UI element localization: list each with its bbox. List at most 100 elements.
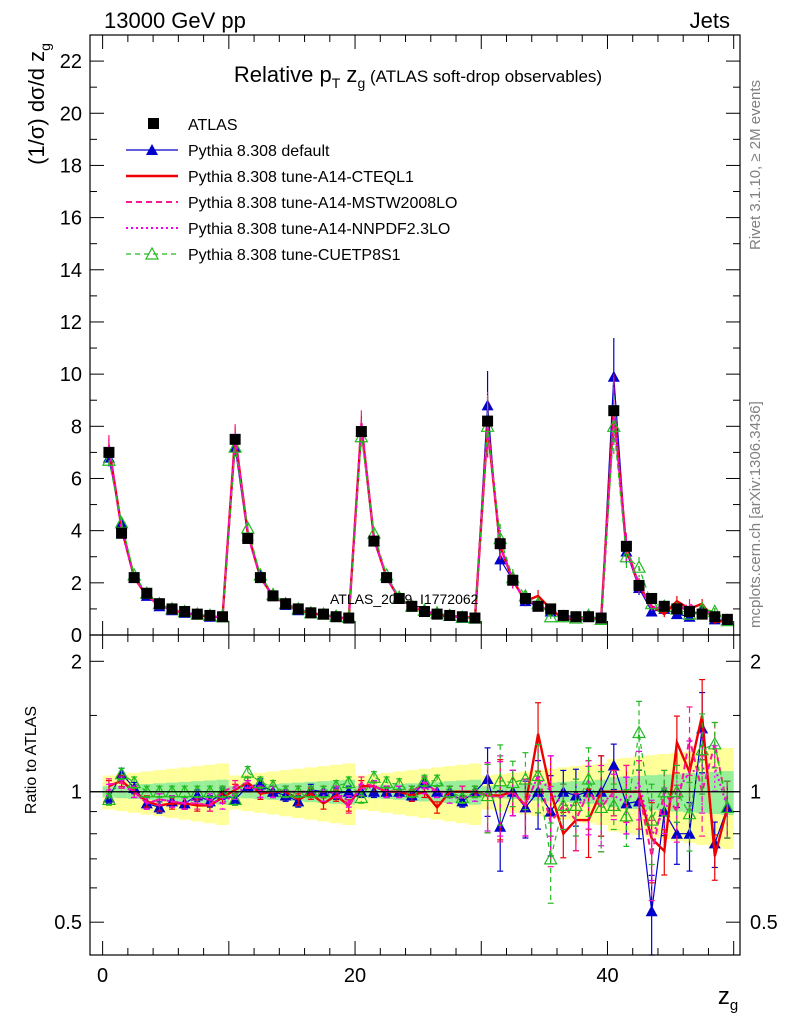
atlas-data-point xyxy=(204,609,216,621)
series-marker xyxy=(144,246,160,260)
series-marker xyxy=(645,605,658,617)
atlas-data-point xyxy=(570,611,582,623)
main-series-atlas xyxy=(103,405,733,625)
atlas-data-point xyxy=(696,608,708,620)
ratio-y-tick-label-right: 0.5 xyxy=(750,912,778,934)
main-panel-series xyxy=(101,338,735,627)
atlas-data-point xyxy=(633,579,645,591)
series-marker xyxy=(228,439,243,453)
series-marker xyxy=(341,775,356,789)
chart-title: Relative pT zg (ATLAS soft-drop observab… xyxy=(234,62,602,91)
ratio-series-CUETP8S1 xyxy=(101,700,735,904)
ratio-y-tick-label: 0.5 xyxy=(54,912,82,934)
atlas-data-point xyxy=(519,592,531,604)
ratio-panel-frame xyxy=(89,634,741,956)
ratio-y-axis-label: Ratio to ATLAS xyxy=(23,706,40,814)
atlas-data-point xyxy=(494,538,506,550)
atlas-data-point xyxy=(684,606,696,618)
main-y-tick-label: 14 xyxy=(60,260,82,282)
ratio-stat-band xyxy=(695,772,709,814)
series-marker xyxy=(392,777,407,790)
x-tick-label: 40 xyxy=(596,965,618,987)
atlas-data-point xyxy=(658,600,670,612)
main-panel-axes: 0 2 4 6 8 10 12 14 16 18 20 22 xyxy=(60,35,740,647)
legend-item-NNPDF: Pythia 8.308 tune-A14-NNPDF2.3LO xyxy=(126,221,450,238)
series-marker xyxy=(619,549,634,563)
atlas-data-point xyxy=(557,609,569,621)
atlas-data-point xyxy=(179,606,191,618)
atlas-data-point xyxy=(317,608,329,620)
main-y-tick-label: 20 xyxy=(60,103,82,125)
series-marker xyxy=(543,851,558,865)
header-collision-label: 13000 GeV pp xyxy=(104,8,246,33)
main-y-tick-label: 18 xyxy=(60,155,82,177)
mcplots-note: mcplots.cern.ch [arXiv:1306.3436] xyxy=(747,401,764,628)
atlas-data-point xyxy=(116,527,128,539)
series-marker xyxy=(606,798,621,812)
atlas-data-point xyxy=(305,607,317,619)
series-marker xyxy=(505,775,520,789)
series-marker xyxy=(531,768,546,782)
legend-item-CTEQL1: Pythia 8.308 tune-A14-CTEQL1 xyxy=(126,169,414,186)
atlas-data-point xyxy=(721,613,733,625)
atlas-data-point xyxy=(330,611,342,623)
legend-label: Pythia 8.308 tune-A14-NNPDF2.3LO xyxy=(188,221,450,238)
atlas-data-point xyxy=(545,603,557,615)
atlas-data-point xyxy=(217,611,229,623)
atlas-data-point xyxy=(583,611,595,623)
atlas-data-point xyxy=(507,574,519,586)
atlas-data-point xyxy=(229,433,241,445)
main-y-tick-label: 12 xyxy=(60,312,82,334)
ratio-series-line xyxy=(108,766,729,840)
atlas-data-point xyxy=(381,572,393,584)
atlas-data-point xyxy=(709,611,721,623)
series-marker xyxy=(682,806,697,820)
series-marker xyxy=(720,800,735,814)
legend-swatch xyxy=(148,118,159,129)
atlas-data-point xyxy=(482,415,494,427)
series-marker xyxy=(543,609,558,623)
legend-label: Pythia 8.308 tune-CUETP8S1 xyxy=(188,247,401,264)
rivet-version-note: Rivet 3.1.10, ≥ 2M events xyxy=(747,80,764,250)
x-axis-label: zg xyxy=(718,983,738,1014)
atlas-data-point xyxy=(191,608,203,620)
series-marker xyxy=(695,742,710,756)
atlas-data-point xyxy=(595,612,607,624)
series-marker xyxy=(683,827,696,839)
series-marker xyxy=(354,790,369,804)
ratio-y-tick-label: 2 xyxy=(71,651,82,673)
main-y-tick-label: 6 xyxy=(71,468,82,490)
series-marker xyxy=(430,773,445,787)
series-marker xyxy=(253,775,268,789)
series-marker xyxy=(493,773,508,787)
series-marker xyxy=(645,905,658,917)
atlas-data-point xyxy=(267,590,279,602)
atlas-data-point xyxy=(242,532,254,544)
series-marker xyxy=(101,452,116,466)
main-y-tick-label: 4 xyxy=(71,521,82,543)
series-marker xyxy=(632,559,647,573)
legend-item-MSTW: Pythia 8.308 tune-A14-MSTW2008LO xyxy=(126,195,457,212)
legend-item-ATLAS: ATLAS xyxy=(148,117,238,134)
series-marker xyxy=(619,808,634,822)
atlas-data-point xyxy=(254,572,266,584)
atlas-data-point xyxy=(393,592,405,604)
legend-item-default: Pythia 8.308 default xyxy=(126,143,330,160)
main-y-tick-label: 16 xyxy=(60,208,82,230)
series-marker xyxy=(455,790,470,804)
atlas-data-point xyxy=(166,603,178,615)
main-y-tick-label: 22 xyxy=(60,51,82,73)
atlas-data-point xyxy=(456,611,468,623)
atlas-data-point xyxy=(620,540,632,552)
main-y-tick-label: 2 xyxy=(71,573,82,595)
series-marker xyxy=(606,419,621,432)
main-y-tick-label: 8 xyxy=(71,416,82,438)
atlas-data-point xyxy=(343,612,355,624)
series-marker xyxy=(240,764,255,778)
atlas-data-point xyxy=(444,609,456,621)
ratio-y-tick-label-right: 1 xyxy=(750,782,761,804)
series-marker xyxy=(366,770,381,783)
series-marker xyxy=(146,144,158,155)
main-y-tick-label: 10 xyxy=(60,364,82,386)
series-marker xyxy=(228,792,243,806)
